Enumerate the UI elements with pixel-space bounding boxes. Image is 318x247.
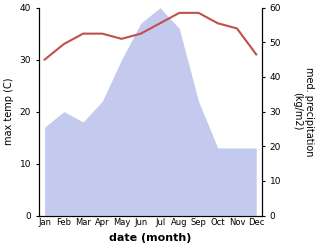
Y-axis label: max temp (C): max temp (C) — [4, 78, 14, 145]
X-axis label: date (month): date (month) — [109, 233, 192, 243]
Y-axis label: med. precipitation
(kg/m2): med. precipitation (kg/m2) — [292, 67, 314, 156]
